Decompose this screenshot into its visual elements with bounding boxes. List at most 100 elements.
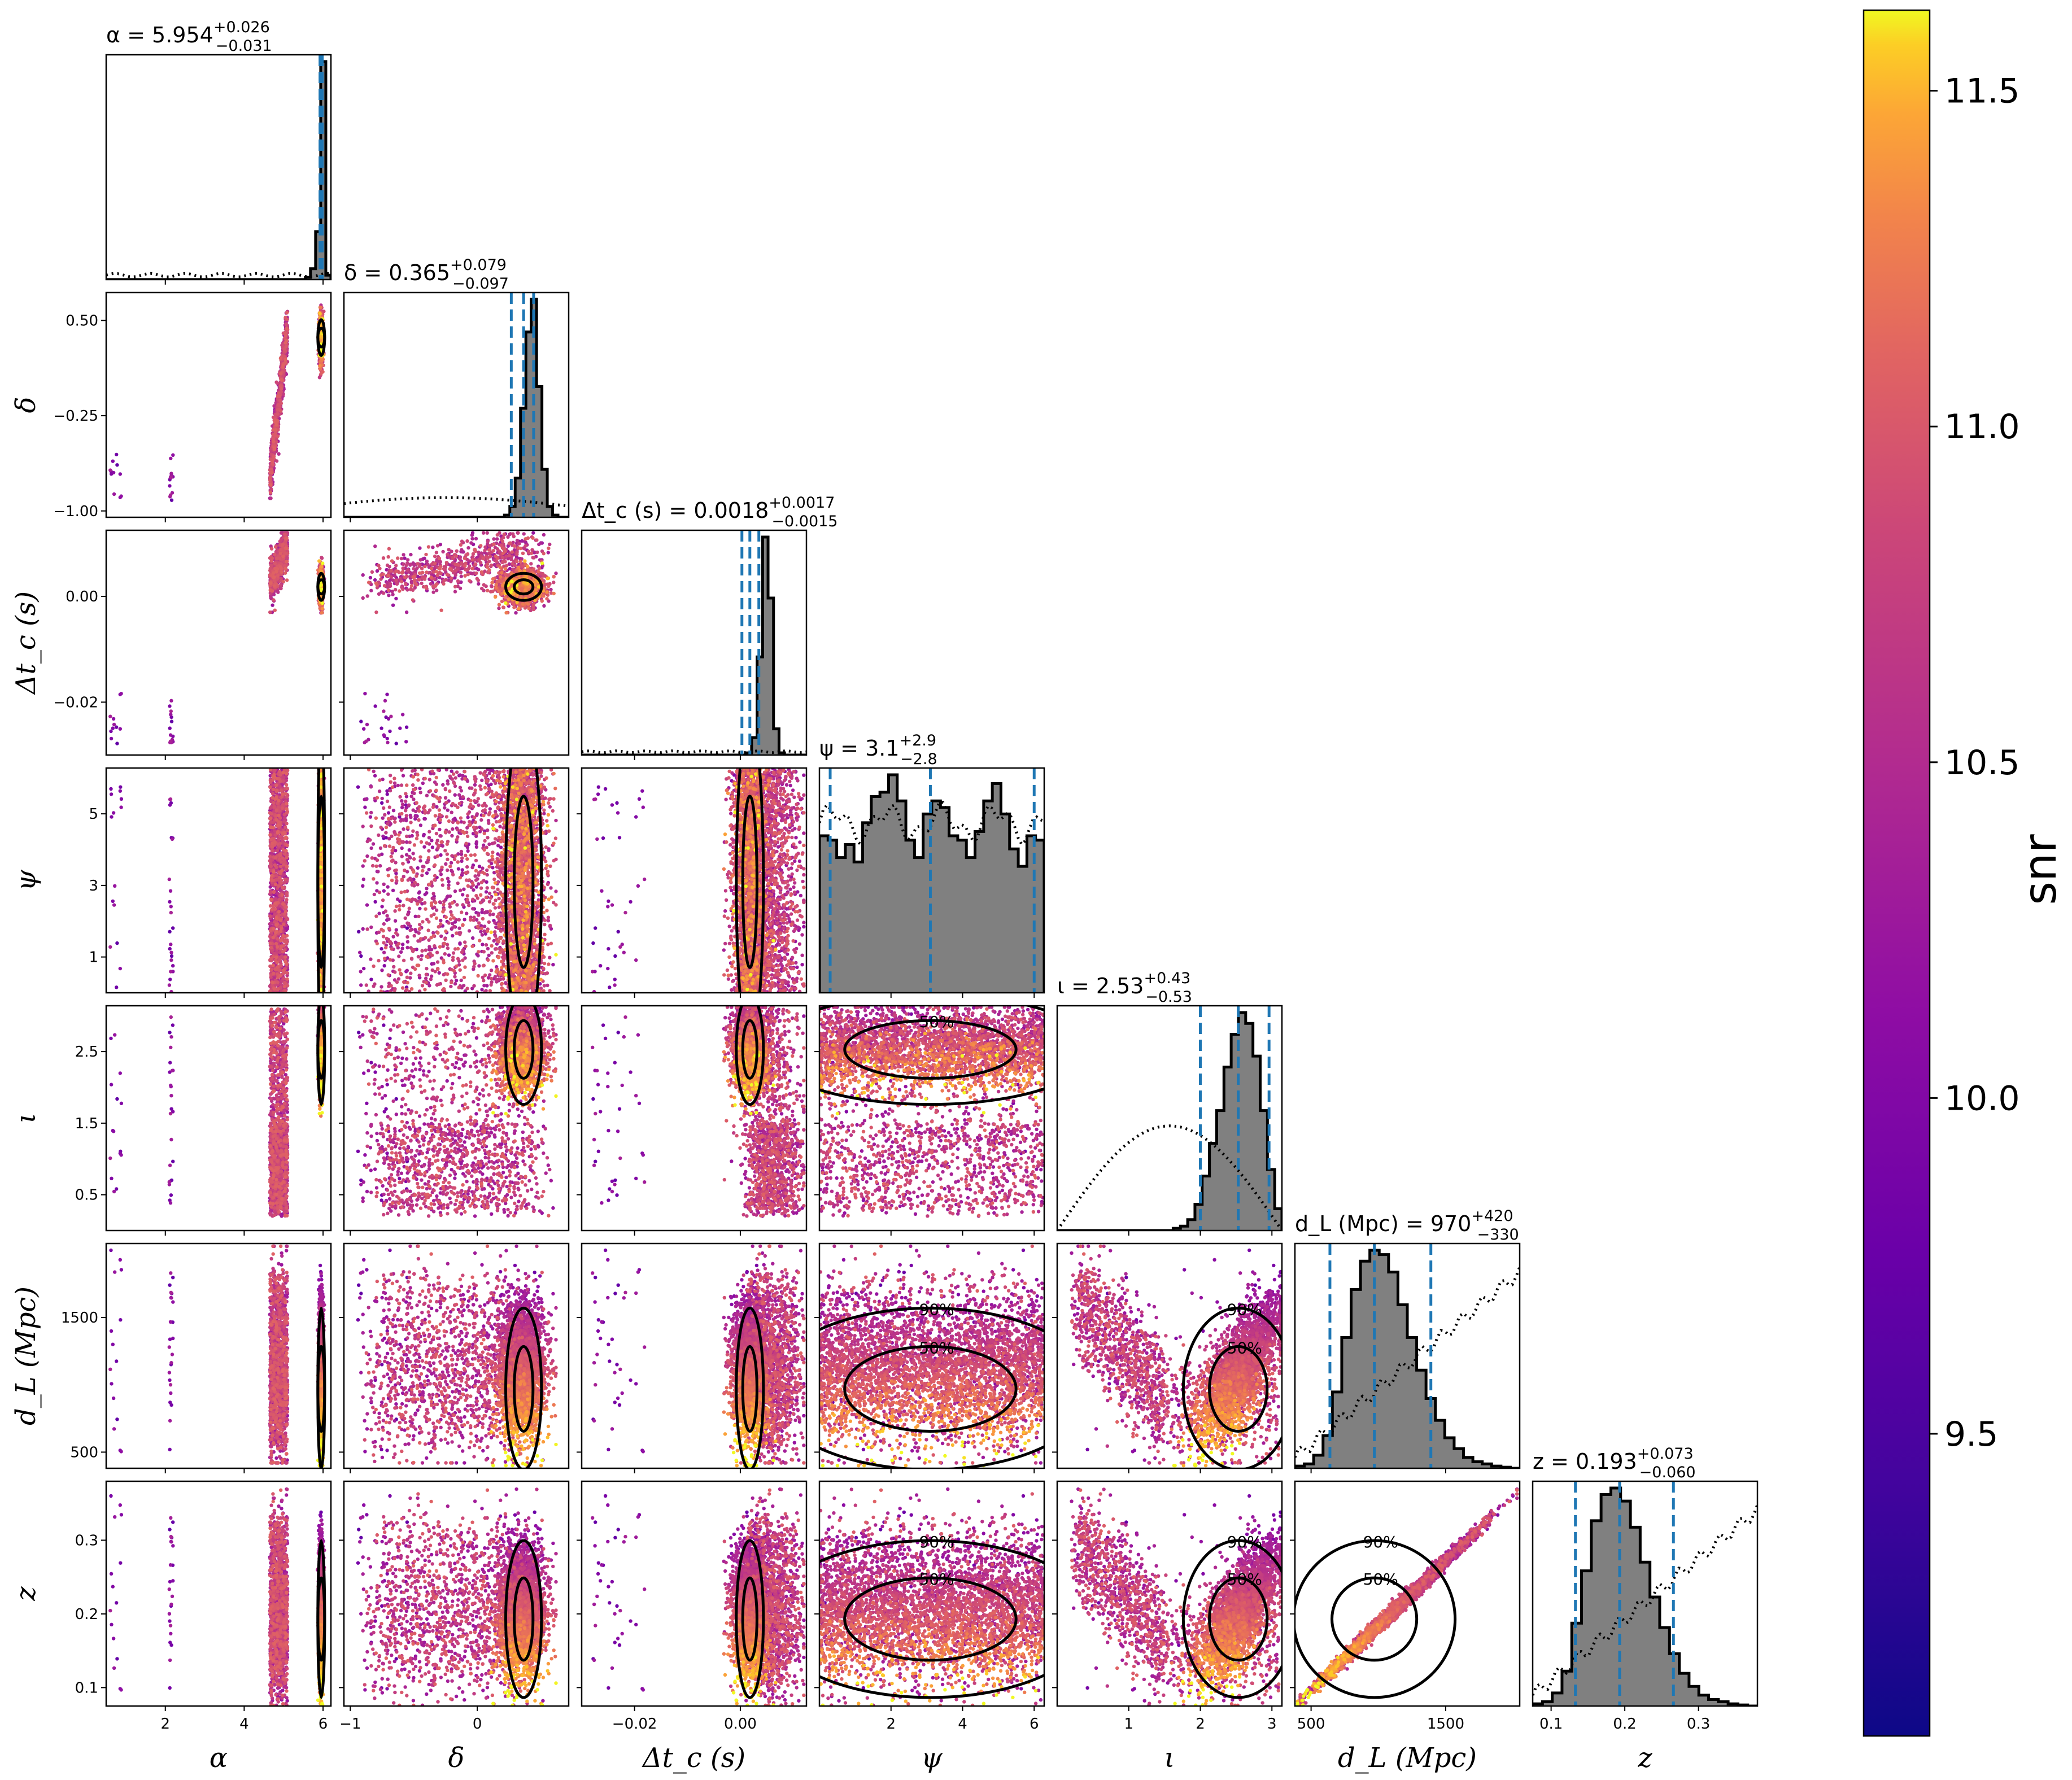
title-main: δ = 0.365 — [344, 260, 450, 285]
sample-point — [382, 709, 385, 713]
sample-point — [405, 588, 409, 591]
title-main: α = 5.954 — [106, 23, 213, 47]
panel-dtc-alpha: −0.020.00 — [53, 530, 331, 760]
sample-point — [364, 740, 368, 743]
sample-point — [439, 560, 442, 564]
sample-point — [276, 381, 279, 385]
sample-point — [400, 557, 403, 560]
title-minus: −0.031 — [216, 37, 272, 55]
sample-point — [460, 574, 463, 578]
sample-point — [470, 537, 474, 540]
sample-point — [273, 562, 277, 565]
sample-point — [321, 370, 324, 373]
sample-point — [272, 428, 275, 431]
sample-point — [272, 440, 275, 443]
sample-point — [273, 553, 276, 556]
sample-point — [405, 610, 408, 614]
sample-point — [365, 723, 369, 726]
sample-point — [115, 741, 119, 745]
sample-point — [281, 543, 285, 546]
sample-point — [279, 583, 282, 587]
sample-point — [385, 693, 389, 696]
sample-point — [497, 607, 500, 610]
sample-point — [480, 587, 483, 590]
sample-point — [441, 550, 444, 553]
sample-point — [111, 460, 115, 463]
sample-point — [490, 584, 494, 588]
hist-fill-alpha — [106, 62, 331, 280]
sample-point — [391, 593, 394, 596]
sample-point — [449, 580, 452, 583]
sample-point — [386, 741, 389, 744]
sample-point — [320, 556, 323, 559]
sample-point — [542, 533, 546, 536]
sample-point — [283, 571, 287, 575]
sample-point — [169, 740, 172, 743]
sample-point — [277, 403, 280, 407]
sample-point — [279, 565, 282, 569]
sample-point — [119, 692, 123, 695]
sample-point — [272, 598, 275, 601]
sample-point — [386, 737, 389, 740]
sample-point — [409, 553, 412, 556]
sample-point — [279, 372, 282, 376]
sample-point — [168, 726, 172, 730]
sample-point — [285, 326, 289, 330]
sample-point — [431, 546, 434, 549]
y-tick-label: 0.50 — [66, 312, 98, 329]
sample-point — [492, 537, 495, 540]
sample-point — [273, 434, 277, 437]
sample-point — [268, 478, 272, 482]
sample-point — [285, 536, 289, 540]
sample-point — [359, 719, 363, 723]
sample-point — [278, 399, 282, 402]
sample-point — [466, 546, 470, 549]
sample-point — [270, 559, 273, 562]
sample-point — [418, 546, 421, 549]
sample-point — [275, 557, 278, 560]
sample-point — [405, 726, 408, 729]
sample-point — [270, 547, 273, 551]
sample-point — [271, 460, 274, 464]
sample-point — [361, 573, 365, 577]
sample-point — [108, 715, 112, 718]
sample-point — [273, 446, 276, 450]
sample-point — [377, 592, 381, 596]
sample-point — [277, 452, 280, 456]
sample-point — [388, 730, 391, 733]
sample-point — [549, 588, 552, 591]
sample-point — [112, 723, 116, 726]
y-tick-label: −1.00 — [53, 503, 98, 520]
panel-content — [106, 55, 331, 280]
sample-point — [483, 546, 487, 549]
panel-content — [108, 531, 326, 745]
sample-point — [270, 468, 273, 471]
y-tick-label: −0.25 — [53, 408, 98, 425]
sample-point — [389, 715, 392, 718]
sample-point — [276, 394, 280, 398]
sample-point — [275, 459, 278, 463]
sample-point — [269, 582, 272, 585]
sample-point — [453, 590, 457, 593]
sample-point — [516, 539, 519, 542]
sample-point — [317, 559, 321, 562]
sample-point — [283, 533, 286, 536]
sample-point — [495, 537, 499, 540]
sample-point — [477, 582, 480, 586]
sample-point — [395, 741, 398, 745]
panel-frame — [106, 55, 331, 280]
sample-point — [318, 364, 321, 368]
sample-point — [169, 713, 172, 716]
sample-point — [285, 345, 288, 348]
sample-point — [273, 584, 276, 587]
sample-point — [474, 537, 478, 540]
hist-outline-alpha — [106, 62, 331, 280]
sample-point — [169, 457, 172, 460]
panel-delta-alpha: −1.00 −0.25 0.50 — [53, 293, 331, 522]
sample-point — [431, 591, 435, 594]
sample-point — [273, 575, 276, 579]
sample-point — [435, 588, 438, 592]
panel-frame — [106, 293, 331, 517]
sample-point — [403, 556, 406, 560]
sample-point — [477, 568, 480, 571]
